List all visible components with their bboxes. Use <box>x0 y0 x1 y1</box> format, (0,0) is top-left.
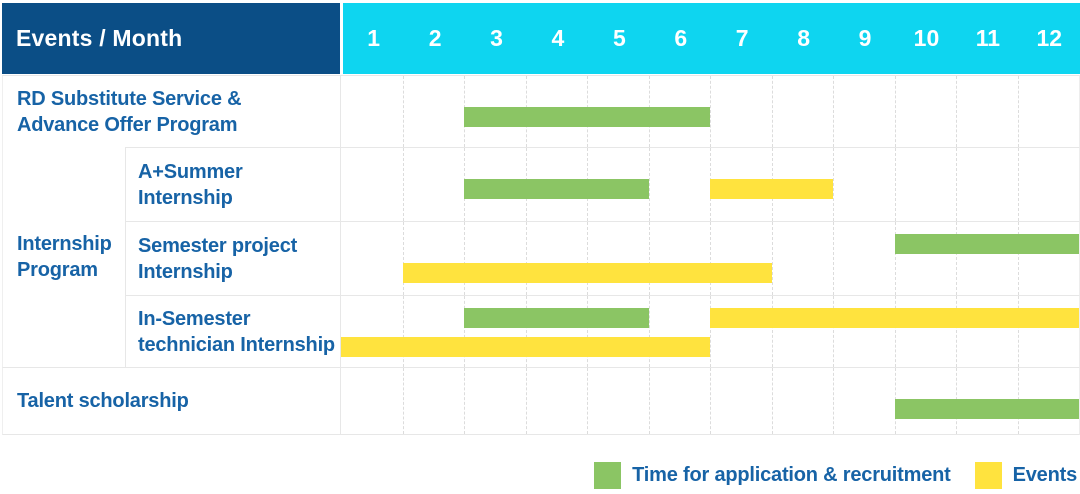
label-line: Advance Offer Program <box>17 113 238 136</box>
month-gridline <box>894 76 896 147</box>
month-gridline <box>771 296 773 367</box>
month-gridline <box>648 148 650 221</box>
application-bar <box>894 399 1079 419</box>
row-label-in-semester-technician-internship: In-Semester technician Internship <box>125 295 340 367</box>
month-gridline <box>710 368 711 434</box>
month-gridline <box>771 222 773 295</box>
month-gridline <box>710 76 711 147</box>
application-bar <box>464 179 649 199</box>
application-legend-swatch <box>594 462 622 489</box>
month-gridline <box>956 222 957 295</box>
month-label: 9 <box>858 25 872 51</box>
month-label: 10 <box>913 25 940 51</box>
chart-row-aplus-summer-internship <box>340 147 1080 221</box>
month-gridline <box>833 148 834 221</box>
month-gridline <box>402 148 404 221</box>
legend-item-application: Time for application & recruitment <box>594 462 951 489</box>
month-gridline <box>525 368 527 434</box>
label-line: Talent scholarship <box>17 390 189 412</box>
month-label: 11 <box>975 25 1001 51</box>
row-label-aplus-summer-internship: A+Summer Internship <box>125 147 340 221</box>
month-gridline <box>956 148 957 221</box>
month-gridline <box>587 368 588 434</box>
label-line: Internship <box>138 186 233 209</box>
month-label: 12 <box>1036 25 1063 51</box>
label-line: Internship <box>17 233 112 255</box>
month-gridline <box>1017 222 1019 295</box>
application-bar <box>464 107 710 127</box>
month-gridline <box>464 222 465 295</box>
chart-row-talent-scholarship <box>340 367 1080 435</box>
chart-row-rd-substitute <box>340 75 1080 147</box>
month-label: 6 <box>674 25 688 51</box>
application-legend-label: Time for application & recruitment <box>632 464 951 486</box>
month-label: 7 <box>735 25 749 51</box>
chart-row-in-semester-technician-internship <box>340 295 1080 367</box>
month-gridline <box>894 222 896 295</box>
month-gridline <box>525 222 527 295</box>
month-gridline <box>402 368 404 434</box>
month-gridline <box>771 76 773 147</box>
month-gridline <box>648 222 650 295</box>
events-month-title: Events / Month <box>16 25 183 51</box>
gantt-table: Events / Month 1 2 3 4 5 6 7 8 9 10 11 12 RD Substi… <box>2 3 1080 435</box>
month-gridline <box>525 296 527 367</box>
month-label: 2 <box>428 25 442 51</box>
label-line: technician Internship <box>138 333 335 356</box>
label-line: Program <box>17 259 98 281</box>
month-label: 3 <box>490 25 503 51</box>
legend: Time for application & recruitment Event… <box>594 462 1077 489</box>
month-gridline <box>894 296 896 367</box>
events-bar <box>710 308 1079 328</box>
month-gridline <box>1017 76 1019 147</box>
events-month-header: Events / Month <box>2 3 340 74</box>
month-gridline <box>833 76 834 147</box>
label-line: A+Summer <box>138 160 243 183</box>
month-gridline <box>956 296 957 367</box>
month-header-row: 1 2 3 4 5 6 7 8 9 10 11 12 <box>340 3 1080 74</box>
month-gridline <box>464 368 465 434</box>
events-bar <box>341 337 710 357</box>
month-gridline <box>464 296 465 367</box>
month-gridline <box>402 76 404 147</box>
row-label-talent-scholarship: Talent scholarship <box>2 367 340 435</box>
legend-item-events: Events <box>974 462 1078 489</box>
month-label: 5 <box>612 25 626 51</box>
month-gridline <box>587 222 588 295</box>
month-gridline <box>402 222 404 295</box>
month-gridline <box>833 368 834 434</box>
month-gridline <box>648 368 650 434</box>
month-gridline <box>1017 296 1019 367</box>
label-line: In-Semester <box>138 307 251 330</box>
month-gridline <box>587 296 588 367</box>
month-gridline <box>956 76 957 147</box>
month-label: 4 <box>551 25 565 51</box>
row-label-rd-substitute: RD Substitute Service & Advance Offer Pr… <box>2 75 340 147</box>
application-bar <box>894 234 1079 254</box>
label-line: RD Substitute Service & <box>17 87 242 110</box>
month-gridline <box>710 222 711 295</box>
events-legend-swatch <box>974 462 1002 489</box>
month-gridline <box>894 148 896 221</box>
month-label: 8 <box>797 25 811 51</box>
month-gridline <box>648 296 650 367</box>
month-gridline <box>710 296 711 367</box>
chart-row-semester-project-internship <box>340 221 1080 295</box>
group-label-internship-program: Internship Program <box>2 147 125 367</box>
month-gridline <box>402 296 404 367</box>
row-label-semester-project-internship: Semester project Internship <box>125 221 340 295</box>
month-gridline <box>771 368 773 434</box>
month-gridline <box>833 296 834 367</box>
month-gridline <box>1017 148 1019 221</box>
events-bar <box>710 179 833 199</box>
month-label: 1 <box>367 25 381 51</box>
month-gridline <box>833 222 834 295</box>
events-legend-label: Events <box>1012 464 1078 486</box>
events-bar <box>402 263 772 283</box>
application-bar <box>464 308 649 328</box>
label-line: Internship <box>138 260 233 283</box>
label-line: Semester project <box>138 234 298 257</box>
